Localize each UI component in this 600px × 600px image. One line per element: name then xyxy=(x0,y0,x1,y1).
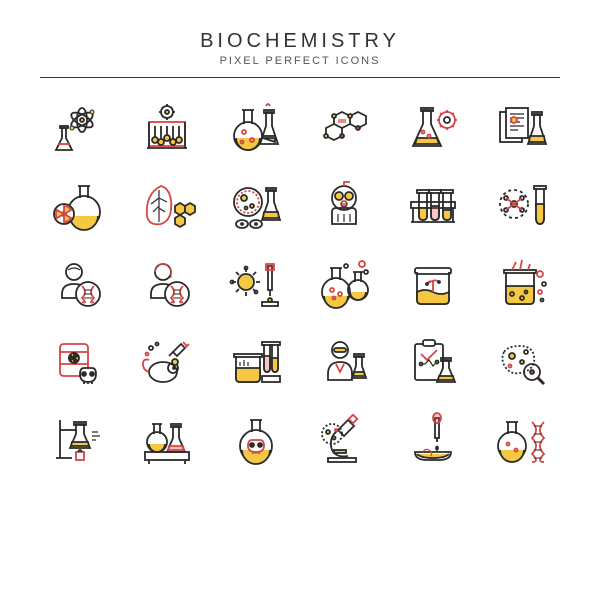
dropper-dish-icon xyxy=(395,410,472,470)
scientist-flask-icon xyxy=(306,332,383,392)
dna-flask-icon xyxy=(483,410,560,470)
male-dna-icon xyxy=(40,254,117,314)
microscope-icon xyxy=(306,410,383,470)
header: BIOCHEMISTRY PIXEL PERFECT ICONS xyxy=(40,30,560,67)
bunsen-stand-icon xyxy=(40,410,117,470)
barrel-skull-icon xyxy=(40,332,117,392)
mouse-syringe-icon xyxy=(129,332,206,392)
page-title: BIOCHEMISTRY xyxy=(40,30,560,53)
tube-molecule-icon xyxy=(483,176,560,236)
boiling-flasks-icon xyxy=(306,254,383,314)
flask-shelf-icon xyxy=(129,410,206,470)
page-subtitle: PIXEL PERFECT ICONS xyxy=(40,55,560,67)
jar-sprout-icon xyxy=(395,254,472,314)
flask-gear-icon xyxy=(395,98,472,158)
leaf-honeycomb-icon xyxy=(129,176,206,236)
petri-flask-icon xyxy=(217,176,294,236)
female-dna-icon xyxy=(129,254,206,314)
molecule-hex-icon xyxy=(306,98,383,158)
poison-flask-icon xyxy=(217,410,294,470)
virus-dropper-icon xyxy=(217,254,294,314)
icon-grid xyxy=(40,98,560,470)
hazmat-person-icon xyxy=(306,176,383,236)
atom-flask-icon xyxy=(40,98,117,158)
gear-cradle-icon xyxy=(129,98,206,158)
beaker-bubbles-icon xyxy=(483,254,560,314)
dual-flask-icon xyxy=(217,98,294,158)
test-tube-rack-icon xyxy=(395,176,472,236)
radioactive-flask-icon xyxy=(40,176,117,236)
papers-flask-icon xyxy=(483,98,560,158)
clipboard-flask-icon xyxy=(395,332,472,392)
beaker-tubes-icon xyxy=(217,332,294,392)
microbe-lens-icon xyxy=(483,332,560,392)
divider xyxy=(40,77,560,78)
